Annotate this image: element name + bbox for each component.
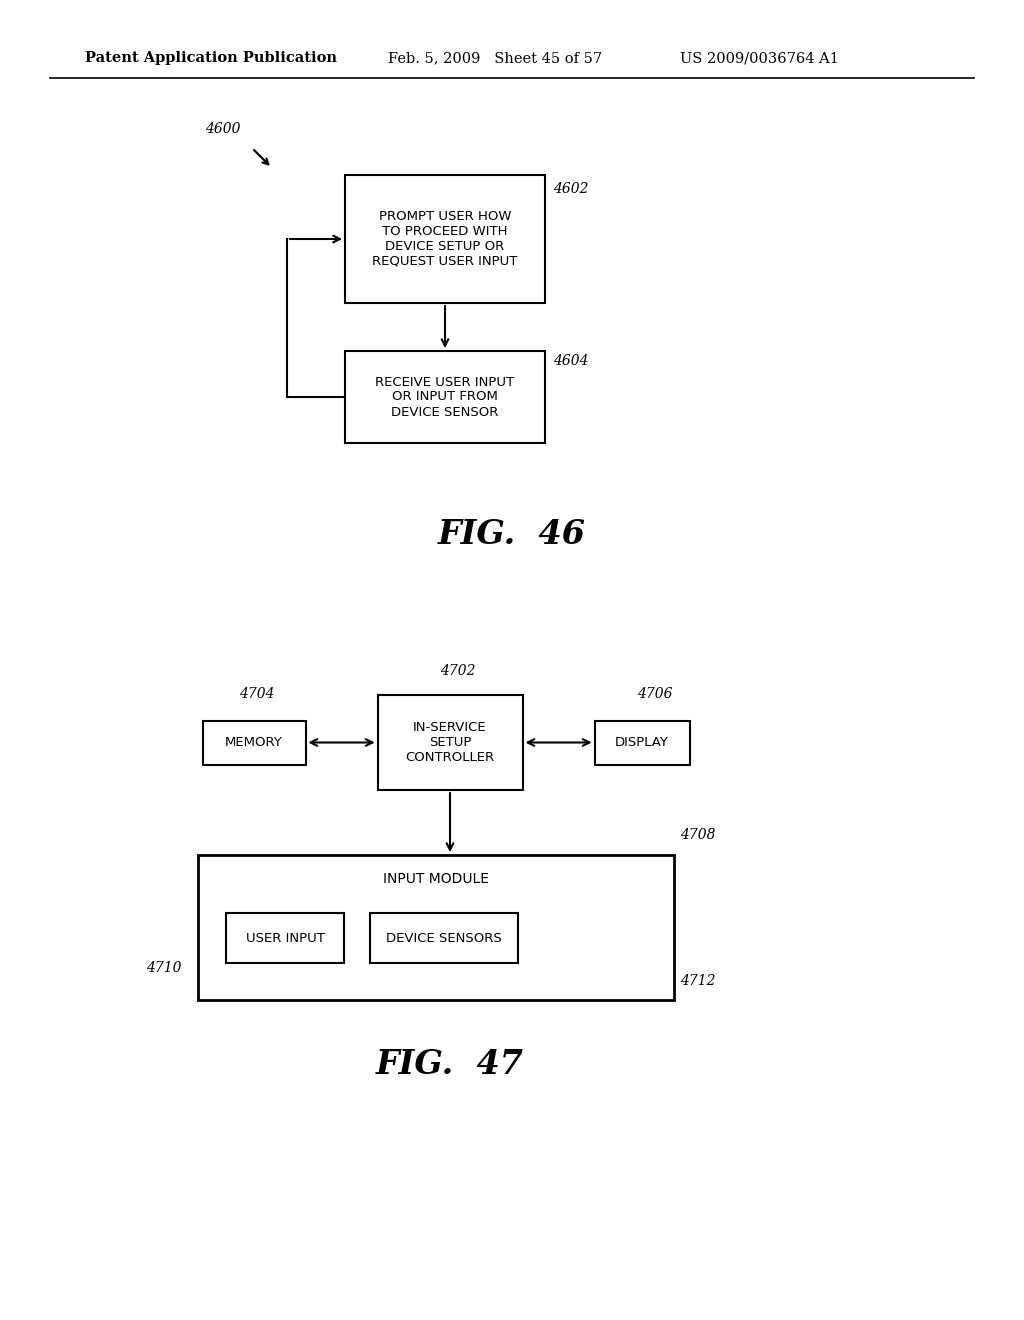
Bar <box>595 721 689 764</box>
Text: US 2009/0036764 A1: US 2009/0036764 A1 <box>680 51 839 65</box>
Text: 4712: 4712 <box>680 974 716 987</box>
Text: 4710: 4710 <box>146 961 181 975</box>
Text: 4604: 4604 <box>553 354 589 368</box>
Text: USER INPUT: USER INPUT <box>246 932 325 945</box>
Bar <box>378 696 522 789</box>
Text: 4706: 4706 <box>637 688 673 701</box>
Bar <box>198 855 674 1001</box>
Bar <box>226 913 344 964</box>
Text: 4600: 4600 <box>205 121 241 136</box>
Text: IN-SERVICE
SETUP
CONTROLLER: IN-SERVICE SETUP CONTROLLER <box>406 721 495 764</box>
Bar <box>345 351 545 444</box>
Text: FIG.  46: FIG. 46 <box>438 519 586 552</box>
Text: 4702: 4702 <box>440 664 475 678</box>
Bar <box>345 176 545 304</box>
Text: PROMPT USER HOW
TO PROCEED WITH
DEVICE SETUP OR
REQUEST USER INPUT: PROMPT USER HOW TO PROCEED WITH DEVICE S… <box>373 210 518 268</box>
Text: MEMORY: MEMORY <box>225 737 283 748</box>
Text: Feb. 5, 2009   Sheet 45 of 57: Feb. 5, 2009 Sheet 45 of 57 <box>388 51 602 65</box>
Text: DEVICE SENSORS: DEVICE SENSORS <box>386 932 502 945</box>
Bar <box>370 913 518 964</box>
Text: RECEIVE USER INPUT
OR INPUT FROM
DEVICE SENSOR: RECEIVE USER INPUT OR INPUT FROM DEVICE … <box>376 375 515 418</box>
Text: 4704: 4704 <box>239 688 274 701</box>
Text: FIG.  47: FIG. 47 <box>376 1048 524 1081</box>
Bar <box>203 721 305 764</box>
Text: 4708: 4708 <box>680 828 716 842</box>
Text: 4602: 4602 <box>553 182 589 195</box>
Text: DISPLAY: DISPLAY <box>615 737 669 748</box>
Text: INPUT MODULE: INPUT MODULE <box>383 873 489 886</box>
Text: Patent Application Publication: Patent Application Publication <box>85 51 337 65</box>
